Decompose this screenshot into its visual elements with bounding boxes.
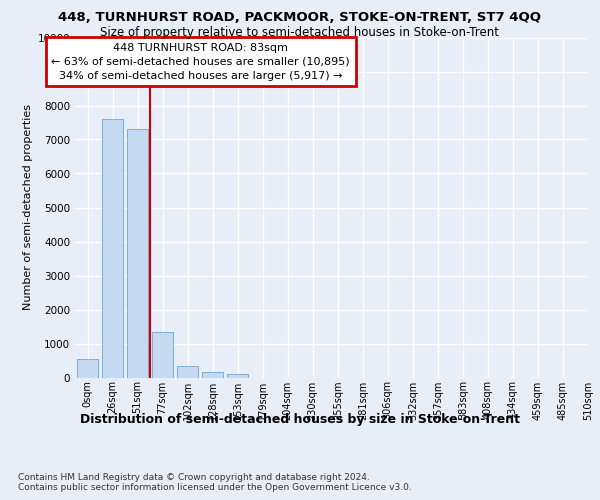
- Text: 448, TURNHURST ROAD, PACKMOOR, STOKE-ON-TRENT, ST7 4QQ: 448, TURNHURST ROAD, PACKMOOR, STOKE-ON-…: [59, 11, 542, 24]
- Y-axis label: Number of semi-detached properties: Number of semi-detached properties: [23, 104, 34, 310]
- Text: Distribution of semi-detached houses by size in Stoke-on-Trent: Distribution of semi-detached houses by …: [80, 412, 520, 426]
- Bar: [227, 374, 248, 378]
- Text: Size of property relative to semi-detached houses in Stoke-on-Trent: Size of property relative to semi-detach…: [101, 26, 499, 39]
- Bar: [77, 359, 98, 378]
- Bar: [177, 366, 198, 378]
- Text: Contains HM Land Registry data © Crown copyright and database right 2024.
Contai: Contains HM Land Registry data © Crown c…: [18, 472, 412, 492]
- Bar: [102, 119, 123, 378]
- Text: 448 TURNHURST ROAD: 83sqm
← 63% of semi-detached houses are smaller (10,895)
34%: 448 TURNHURST ROAD: 83sqm ← 63% of semi-…: [52, 42, 350, 80]
- Bar: [127, 130, 148, 378]
- Bar: [152, 332, 173, 378]
- Bar: [202, 372, 223, 378]
